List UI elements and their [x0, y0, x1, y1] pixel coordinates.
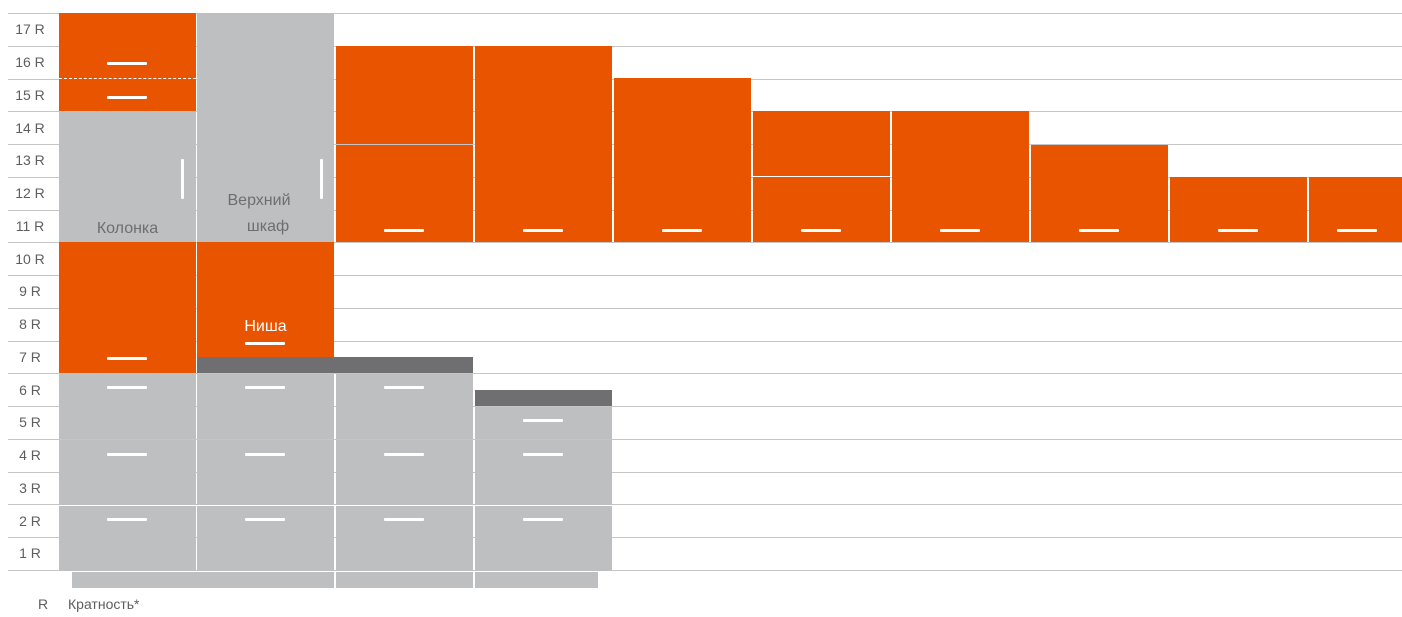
row-label: 3 R	[19, 480, 41, 496]
handle-icon	[801, 229, 841, 232]
handle-icon	[523, 518, 563, 521]
handle-icon	[384, 518, 424, 521]
row-label: 13 R	[15, 152, 45, 168]
handle-icon	[523, 453, 563, 456]
wall-unit-top-door	[753, 111, 890, 176]
row-label: 2 R	[19, 513, 41, 529]
wall-unit-door	[614, 78, 751, 242]
grid-line	[8, 13, 1402, 14]
kitchen-layout-diagram: Колонка Верхний шкаф Ниша	[59, 13, 1402, 588]
handle-icon	[245, 453, 285, 456]
legend-symbol: R	[38, 596, 49, 612]
grid-line	[8, 472, 1402, 473]
handle-icon	[107, 518, 147, 521]
handle-icon	[384, 229, 424, 232]
grid-line	[8, 46, 1402, 47]
handle-icon	[245, 518, 285, 521]
base-cabinet-drawer	[197, 374, 334, 439]
handle-icon	[107, 386, 147, 389]
handle-icon	[107, 96, 147, 99]
niche-panel	[197, 242, 334, 357]
handle-icon	[107, 357, 147, 360]
wall-unit-door	[1309, 177, 1402, 242]
plinth	[475, 572, 598, 588]
grid-line	[8, 308, 1402, 309]
column-middle	[59, 111, 196, 242]
wall-unit-door	[475, 46, 612, 242]
handle-icon	[1218, 229, 1258, 232]
plinth	[72, 572, 334, 588]
plinth	[336, 572, 473, 588]
countertop	[197, 357, 473, 373]
grid-line	[8, 504, 1402, 505]
row-label: 16 R	[15, 54, 45, 70]
handle-icon	[107, 62, 147, 65]
wall-unit-bottom-door	[336, 145, 473, 242]
column-lower-door	[59, 242, 196, 373]
base-cabinet-drawer	[197, 506, 334, 571]
grid-line	[8, 373, 1402, 374]
handle-icon	[245, 386, 285, 389]
row-label: 11 R	[15, 218, 45, 234]
handle-icon	[662, 229, 702, 232]
legend: R Кратность*	[38, 596, 140, 612]
base-cabinet-drawer	[475, 506, 612, 571]
handle-icon	[523, 419, 563, 422]
grid-line	[8, 537, 1402, 538]
handle-icon	[1079, 229, 1119, 232]
handle-icon	[384, 386, 424, 389]
row-label: 6 R	[19, 382, 41, 398]
row-label: 12 R	[15, 185, 45, 201]
grid-line	[8, 275, 1402, 276]
row-label: 14 R	[15, 120, 45, 136]
base-cabinet-drawer	[197, 440, 334, 505]
handle-icon	[384, 453, 424, 456]
handle-icon	[1337, 229, 1377, 232]
handle-icon	[245, 342, 285, 345]
upper-cabinet-label-line2: шкаф	[246, 218, 290, 235]
handle-icon	[940, 229, 980, 232]
grid-line	[8, 406, 1402, 407]
row-label: 10 R	[15, 251, 45, 267]
base-cabinet-drawer	[336, 374, 473, 439]
wall-unit-bottom-door	[753, 177, 890, 242]
base-cabinet-drawer	[59, 374, 196, 439]
base-cabinet-drawer	[475, 407, 612, 439]
wall-unit-door	[1170, 177, 1307, 242]
handle-icon	[181, 159, 184, 199]
legend-text: Кратность*	[68, 596, 140, 612]
base-cabinet-drawer	[336, 506, 473, 571]
base-cabinet-drawer	[336, 440, 473, 505]
upper-cabinet-label-line1: Верхний	[227, 192, 291, 209]
handle-icon	[523, 229, 563, 232]
wall-unit-top-door	[336, 46, 473, 144]
niche-label: Ниша	[244, 318, 287, 335]
wall-unit-door	[892, 111, 1029, 242]
column-label: Колонка	[96, 220, 159, 237]
grid-line	[8, 439, 1402, 440]
column-door-split	[59, 78, 196, 79]
base-cabinet-drawer	[475, 440, 612, 505]
row-label: 8 R	[19, 316, 41, 332]
base-cabinet-drawer	[59, 440, 196, 505]
grid-line	[8, 341, 1402, 342]
countertop	[475, 390, 612, 406]
grid-line	[8, 570, 1402, 571]
row-label: 1 R	[19, 545, 41, 561]
grid-line	[8, 242, 1402, 243]
row-label: 5 R	[19, 414, 41, 430]
handle-icon	[107, 453, 147, 456]
upper-cabinet	[197, 13, 334, 242]
row-label: 7 R	[19, 349, 41, 365]
wall-unit-door	[1031, 145, 1168, 242]
row-label: 4 R	[19, 447, 41, 463]
row-label: 17 R	[15, 21, 45, 37]
handle-icon	[320, 159, 323, 199]
base-cabinet-drawer	[59, 506, 196, 571]
row-label: 9 R	[19, 283, 41, 299]
row-label: 15 R	[15, 87, 45, 103]
